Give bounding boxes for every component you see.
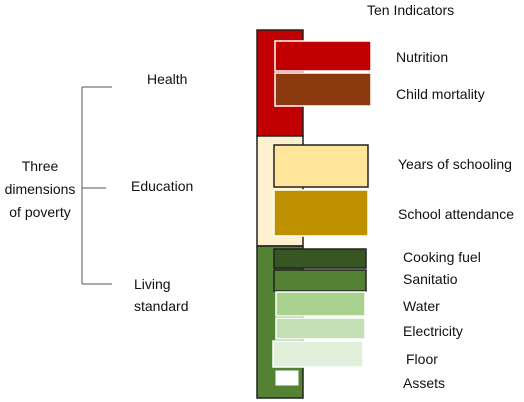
indicator-bar-nutrition	[274, 40, 372, 72]
indicator-label-sanitatio: Sanitatio	[403, 271, 458, 287]
indicator-bar-cooking-fuel	[273, 248, 367, 269]
indicator-label-water: Water	[403, 298, 440, 314]
root-label-line-1: Three	[21, 158, 59, 174]
indicator-bar-water	[275, 291, 366, 317]
dimension-label-education: Education	[131, 178, 194, 194]
indicator-bar-sanitatio	[273, 269, 367, 292]
indicator-label-school-attendance: School attendance	[398, 206, 514, 222]
dimension-label-living-line-1: Living	[134, 276, 171, 292]
indicator-bar-floor	[272, 340, 364, 368]
indicator-label-years-of-schooling: Years of schooling	[398, 156, 512, 172]
indicators-title: Ten Indicators	[367, 2, 455, 18]
root-label-line-3: of poverty	[9, 204, 71, 220]
indicator-label-electricity: Electricity	[403, 323, 463, 339]
root-label-line-2: dimensions	[4, 181, 76, 197]
dimension-label-health: Health	[147, 71, 188, 87]
indicator-bar-child-mortality	[274, 72, 372, 107]
indicator-label-child-mortality: Child mortality	[396, 86, 485, 102]
indicator-label-floor: Floor	[406, 351, 438, 367]
indicator-bar-years-of-schooling	[273, 144, 369, 188]
indicator-label-nutrition: Nutrition	[396, 49, 449, 65]
dimension-label-living-line-2: standard	[134, 298, 189, 314]
indicator-label-cooking-fuel: Cooking fuel	[403, 249, 481, 265]
dimension-bracket	[81, 86, 112, 285]
indicator-bar-electricity	[275, 317, 366, 340]
indicator-bar-school-attendance	[273, 189, 369, 237]
indicator-label-assets: Assets	[403, 375, 446, 391]
indicator-bar-assets	[275, 370, 299, 386]
